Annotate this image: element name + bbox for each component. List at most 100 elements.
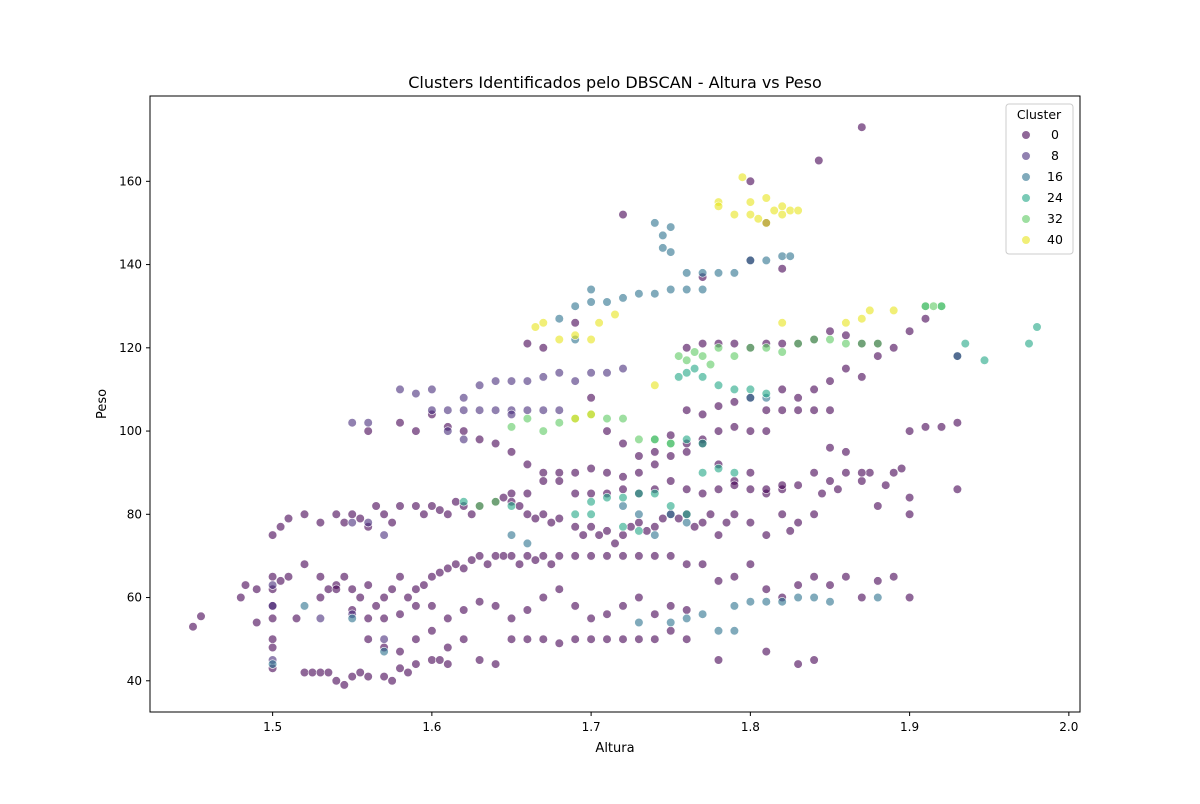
data-point-cluster-8 <box>315 613 326 624</box>
legend-entry-label: 24 <box>1047 190 1063 205</box>
data-point-cluster-0 <box>379 613 389 624</box>
data-point-cluster-24 <box>506 501 517 511</box>
data-point-cluster-0 <box>339 680 349 690</box>
data-point-cluster-8 <box>459 393 469 403</box>
data-point-cluster-0 <box>268 530 278 540</box>
data-point-cluster-0 <box>323 667 334 678</box>
data-point-cluster-0 <box>602 551 612 561</box>
data-point-cluster-0 <box>904 493 915 503</box>
data-point-cluster-0 <box>522 488 533 499</box>
data-point-cluster-0 <box>873 351 883 361</box>
data-point-cluster-16 <box>682 517 692 528</box>
data-point-cluster-0 <box>355 513 365 524</box>
data-point-cluster-0 <box>666 551 676 561</box>
data-point-cluster-0 <box>761 484 771 494</box>
legend-marker <box>1021 130 1031 140</box>
data-point-cluster-0 <box>475 434 485 445</box>
data-point-cluster-32 <box>857 339 867 349</box>
data-point-cluster-0 <box>554 513 564 524</box>
data-point-cluster-0 <box>674 513 684 524</box>
data-point-cluster-0 <box>729 339 740 349</box>
data-point-cluster-0 <box>514 501 525 511</box>
data-point-cluster-16 <box>793 592 803 603</box>
data-point-cluster-0 <box>411 659 421 669</box>
data-point-cluster-0 <box>411 601 421 611</box>
data-point-cluster-0 <box>522 509 533 519</box>
data-point-cluster-40 <box>777 318 787 328</box>
data-point-cluster-0 <box>570 634 580 644</box>
data-point-cluster-40 <box>745 197 756 207</box>
data-point-cluster-24 <box>761 389 771 399</box>
data-point-cluster-0 <box>443 659 453 669</box>
data-point-cluster-0 <box>331 676 341 686</box>
data-point-cluster-0 <box>729 480 740 490</box>
legend-marker <box>1021 193 1031 203</box>
data-point-cluster-8 <box>268 580 278 590</box>
data-point-cluster-16 <box>697 609 708 619</box>
data-point-cluster-0 <box>315 517 326 528</box>
data-point-cluster-0 <box>666 626 676 636</box>
data-point-cluster-24 <box>697 438 708 449</box>
data-point-cluster-0 <box>530 513 541 524</box>
data-point-cluster-24 <box>634 526 644 536</box>
data-point-cluster-0 <box>889 468 899 478</box>
data-point-cluster-0 <box>610 538 620 549</box>
data-point-cluster-0 <box>634 634 644 644</box>
data-point-cluster-40 <box>570 414 580 424</box>
data-point-cluster-0 <box>650 634 660 644</box>
data-point-cluster-0 <box>777 405 787 415</box>
data-point-cluster-0 <box>427 655 437 665</box>
data-point-cluster-32 <box>793 339 803 349</box>
data-point-cluster-40 <box>570 330 580 340</box>
data-point-cluster-0 <box>491 551 501 561</box>
data-point-cluster-24 <box>697 372 708 382</box>
data-point-cluster-0 <box>236 592 246 603</box>
data-point-cluster-0 <box>586 488 596 499</box>
data-point-cluster-0 <box>459 634 469 644</box>
data-point-cluster-16 <box>697 284 708 295</box>
data-point-cluster-0 <box>721 517 732 528</box>
data-point-cluster-0 <box>498 551 509 561</box>
data-point-cluster-0 <box>491 438 501 449</box>
data-point-cluster-0 <box>634 451 644 461</box>
data-point-cluster-0 <box>682 447 692 457</box>
data-point-cluster-0 <box>554 468 564 478</box>
y-tick-label: 40 <box>127 674 142 688</box>
data-point-cluster-0 <box>729 397 740 407</box>
data-point-cluster-16 <box>650 530 660 540</box>
data-point-cluster-32 <box>873 339 883 349</box>
data-point-cluster-0 <box>682 634 692 644</box>
data-point-cluster-0 <box>395 609 405 619</box>
data-point-cluster-32 <box>506 422 517 432</box>
data-point-cluster-16 <box>729 626 740 636</box>
data-point-cluster-0 <box>483 559 493 569</box>
data-point-cluster-32 <box>825 334 835 345</box>
data-point-cluster-0 <box>713 576 724 586</box>
data-point-cluster-0 <box>745 426 756 436</box>
data-point-cluster-32 <box>554 418 564 428</box>
data-point-cluster-0 <box>268 642 278 653</box>
legend-entry-label: 8 <box>1051 148 1059 163</box>
data-point-cluster-16 <box>634 289 644 299</box>
data-point-cluster-40 <box>793 205 803 216</box>
data-point-cluster-0 <box>618 634 628 644</box>
x-tick-label: 1.5 <box>263 720 282 734</box>
data-point-cluster-0 <box>451 497 461 507</box>
data-point-cluster-0 <box>363 671 373 682</box>
data-point-cluster-16 <box>666 247 676 257</box>
data-point-cluster-32 <box>689 347 700 357</box>
data-point-cluster-0 <box>729 422 740 432</box>
data-point-cluster-8 <box>347 517 357 528</box>
data-point-cluster-0 <box>952 484 963 494</box>
data-point-cluster-0 <box>857 476 867 486</box>
data-point-cluster-0 <box>395 572 405 582</box>
data-point-cluster-8 <box>347 418 357 428</box>
data-point-cluster-0 <box>809 384 819 395</box>
data-point-cluster-0 <box>889 572 899 582</box>
data-point-cluster-0 <box>315 592 326 603</box>
data-point-cluster-8 <box>427 405 437 415</box>
data-point-cluster-0 <box>427 501 437 511</box>
data-point-cluster-0 <box>459 563 469 574</box>
data-point-cluster-24 <box>650 488 660 499</box>
data-point-cluster-16 <box>379 646 389 657</box>
